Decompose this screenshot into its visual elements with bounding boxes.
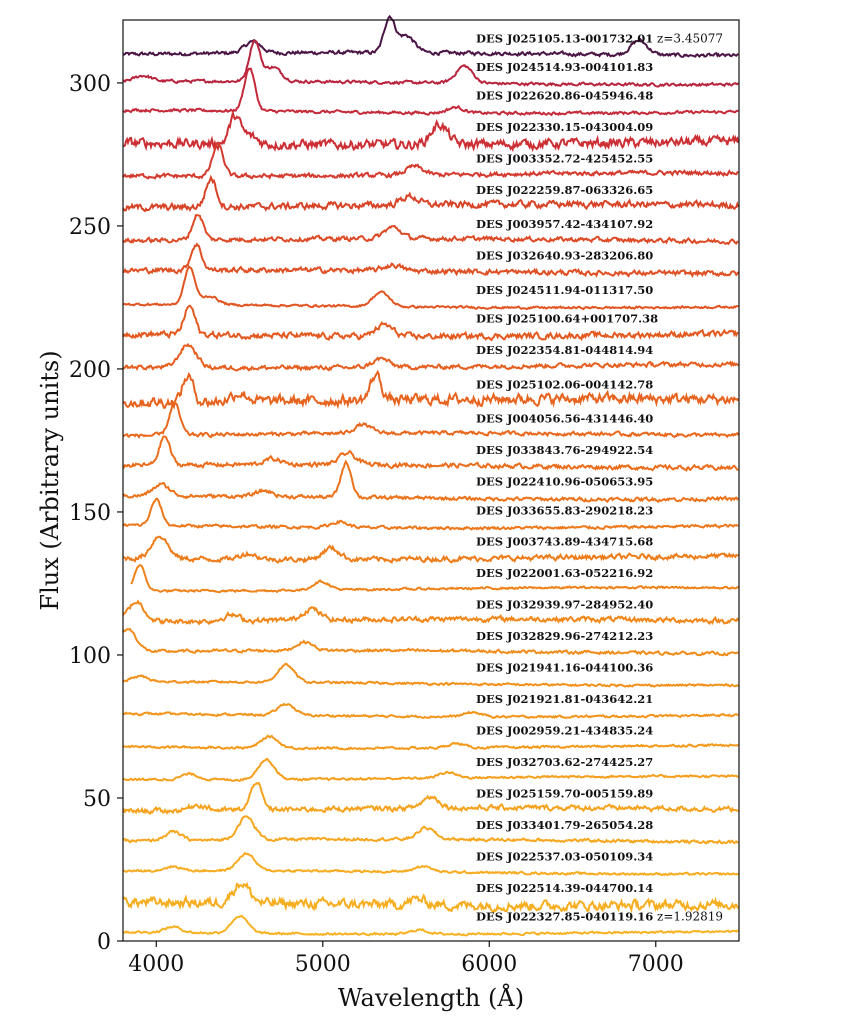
y-tick-label: 300 (69, 72, 111, 97)
spectrum-line (122, 342, 740, 372)
plot-frame (122, 19, 740, 942)
spectrum-line (122, 702, 739, 720)
spectrum-label: DES J004056.56-431446.40 (476, 412, 653, 426)
spectrum-line (130, 564, 739, 594)
spectrum-label: DES J033401.79-265054.28 (476, 818, 653, 832)
spectrum-label: DES J022354.81-044814.94 (476, 343, 653, 357)
y-tick-label: 250 (69, 215, 111, 240)
spectrum-line (122, 662, 739, 688)
spectrum-label: DES J022620.86-045946.48 (476, 89, 653, 103)
spectrum-line (122, 851, 739, 877)
y-tick-label: 0 (97, 930, 111, 955)
spectrum-label: DES J022514.39-044700.14 (476, 881, 653, 895)
spectrum-label: DES J021941.16-044100.36 (476, 661, 653, 675)
spectra-lines (122, 14, 740, 937)
y-tick-label: 50 (83, 787, 111, 812)
spectrum-label: DES J024511.94-011317.50 (476, 283, 653, 297)
spectrum-label: DES J025159.70-005159.89 (476, 786, 653, 800)
spectrum-line (122, 174, 740, 213)
spectrum-label: DES J022327.85-040119.16 (476, 909, 653, 923)
spectrum-label: DES J024514.93-004101.83 (476, 60, 653, 74)
spectrum-line (122, 369, 740, 410)
y-tick-label: 150 (69, 501, 111, 526)
spectrum-label: DES J025105.13-001732.01 (476, 31, 653, 45)
spectrum-label: DES J032829.96-274212.23 (476, 629, 653, 643)
spectrum-line (122, 914, 739, 937)
spectrum-line (122, 599, 740, 626)
spectrum-label: DES J022330.15-043004.09 (476, 120, 653, 134)
spectrum-label: DES J032703.62-274425.27 (476, 755, 653, 769)
spectrum-label: DES J022259.87-063326.65 (476, 183, 653, 197)
axes: 4000 5000 6000 7000 0 50 100 150 200 250 300 (69, 19, 740, 977)
spectrum-label: DES J021921.81-043642.21 (476, 692, 653, 706)
spectrum-line (122, 459, 740, 504)
spectrum-line (122, 67, 739, 117)
spectrum-label: DES J003743.89-434715.68 (476, 535, 653, 549)
y-axis-title: Flux (Arbitrary units) (36, 350, 64, 610)
y-tick-label: 200 (69, 358, 111, 383)
spectrum-line (122, 304, 739, 342)
spectrum-line (122, 881, 740, 914)
spectrum-line (122, 265, 739, 311)
x-tick-label: 5000 (295, 952, 351, 977)
spectrum-line (122, 39, 740, 88)
spectrum-line (122, 757, 739, 783)
spectrum-line (122, 627, 739, 657)
redshift-annotation-bottom: z=1.92819 (657, 909, 723, 923)
spectrum-line (122, 141, 739, 180)
redshift-annotation-top: z=3.45077 (657, 31, 723, 45)
spectrum-line (122, 815, 739, 845)
spectrum-line (122, 535, 739, 565)
spectrum-label: DES J022537.03-050109.34 (476, 849, 653, 863)
spectrum-label: DES J002959.21-434835.24 (476, 724, 653, 738)
spectrum-label: DES J022410.96-050653.95 (476, 475, 653, 489)
spectrum-label: DES J033655.83-290218.23 (476, 503, 653, 517)
spectrum-line (122, 242, 740, 279)
spectrum-label: DES J003352.72-425452.55 (476, 152, 653, 166)
spectrum-label: DES J025102.06-004142.78 (476, 377, 653, 391)
spectrum-line (122, 214, 739, 246)
x-axis-title: Wavelength (Å) (338, 983, 524, 1012)
spectrum-line (122, 781, 739, 816)
y-tick-label: 100 (69, 644, 111, 669)
spectrum-label: DES J032939.97-284952.40 (476, 598, 653, 612)
x-tick-label: 7000 (628, 952, 684, 977)
spectrum-line (122, 14, 739, 58)
spectrum-label: DES J003957.42-434107.92 (476, 217, 653, 231)
spectrum-line (122, 401, 740, 439)
spectrum-line (122, 497, 739, 531)
x-tick-label: 4000 (128, 952, 184, 977)
spectrum-line (122, 734, 739, 751)
spectrum-label: DES J025100.64+001707.38 (476, 312, 658, 326)
spectra-labels: DES J025105.13-001732.01 DES J024514.93-0… (476, 31, 723, 923)
spectrum-line (122, 435, 739, 473)
spectrum-label: DES J033843.76-294922.54 (476, 443, 653, 457)
spectrum-label: DES J032640.93-283206.80 (476, 249, 653, 263)
x-tick-label: 6000 (461, 952, 517, 977)
spectrum-line (122, 112, 740, 153)
spectrum-label: DES J022001.63-052216.92 (476, 566, 653, 580)
